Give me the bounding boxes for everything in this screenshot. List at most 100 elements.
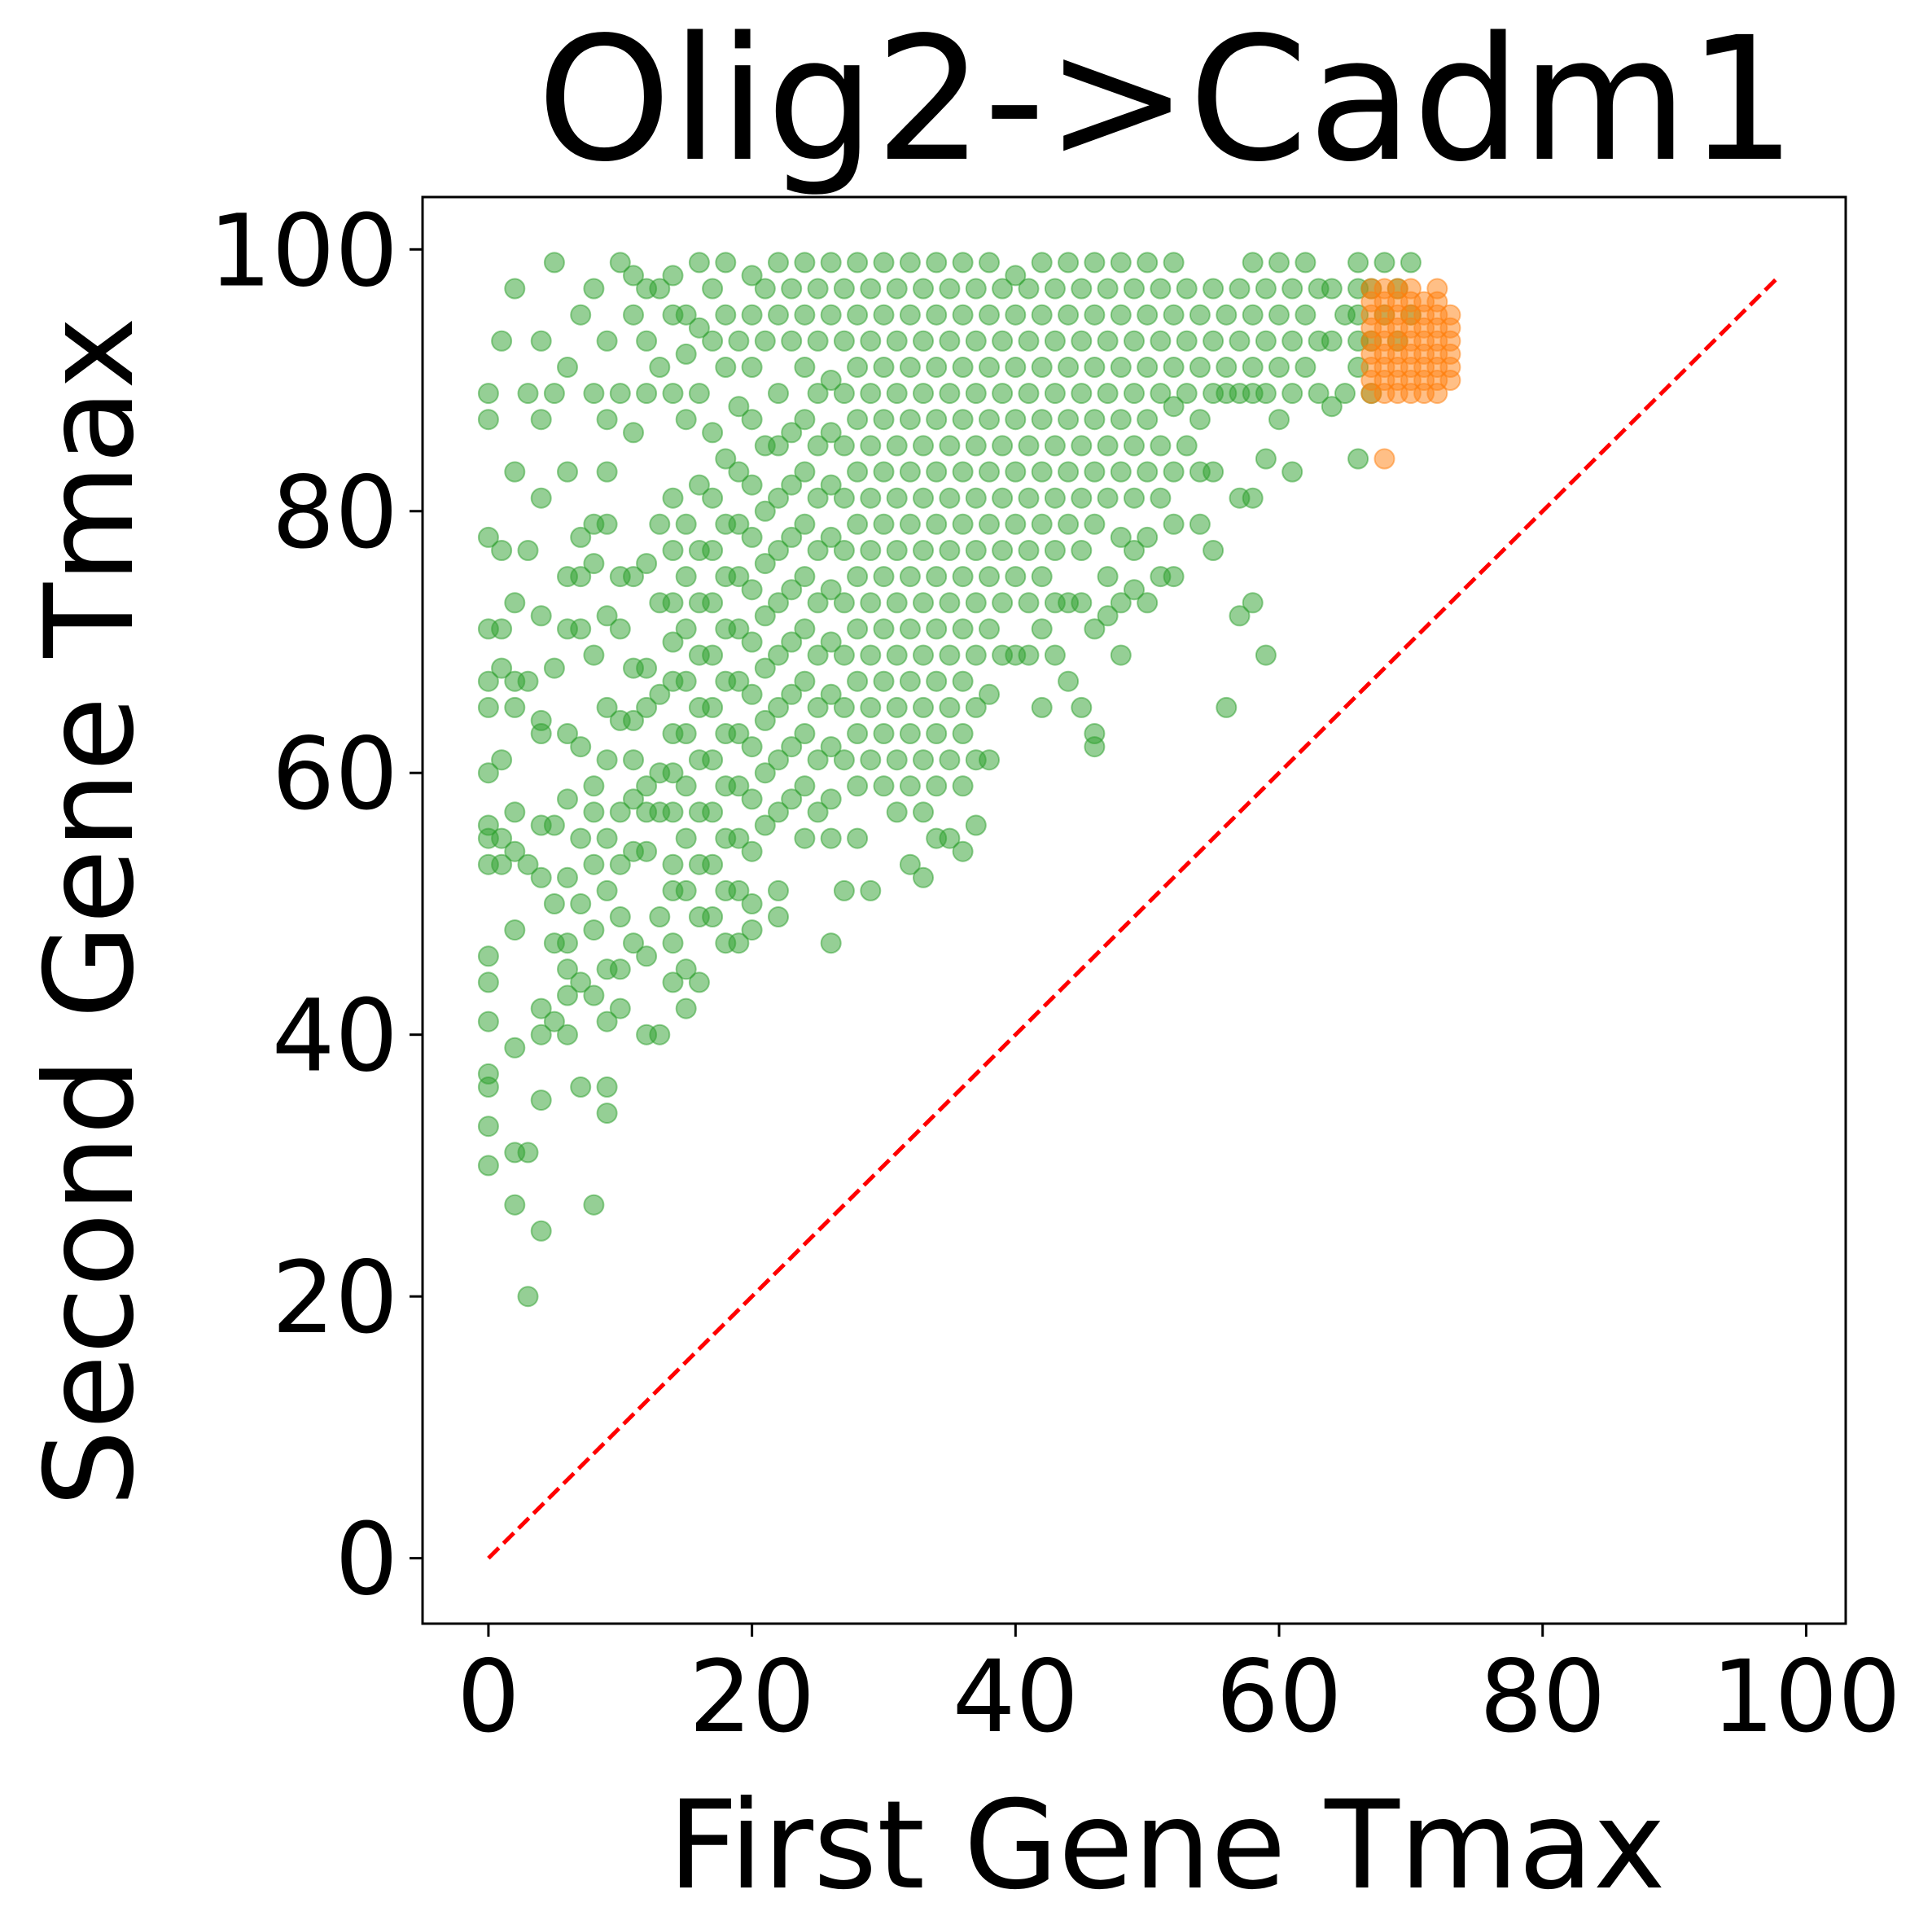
data-point [833,592,855,614]
y-tick-label: 0 [335,1502,398,1618]
data-point [504,1194,526,1216]
data-point [702,749,724,771]
data-point [1097,278,1119,300]
data-point [1005,409,1027,431]
data-point [1268,252,1290,274]
data-point [596,461,618,483]
data-point [1058,670,1080,692]
data-point [570,566,592,588]
data-point [952,252,974,274]
data-point [715,448,737,470]
data-point [899,409,921,431]
data-point [1124,487,1145,509]
data-point [662,265,684,287]
data-point [860,278,882,300]
data-point [543,383,565,405]
data-point [899,723,921,744]
data-point [833,278,855,300]
data-point [860,749,882,771]
y-tick-label: 60 [272,717,398,832]
data-point [1084,461,1106,483]
data-point [1005,304,1027,326]
data-point [899,461,921,483]
data-point [794,513,816,535]
data-point [702,278,724,300]
data-point [623,304,644,326]
data-point [662,540,684,561]
data-point [1018,435,1040,457]
data-point [702,487,724,509]
data-point [1124,383,1145,405]
data-point [636,657,658,679]
data-point [899,252,921,274]
data-point [952,513,974,535]
data-point [675,343,697,365]
data-point [1321,330,1343,352]
data-point [1005,513,1027,535]
data-point [675,775,697,797]
data-point [768,540,789,561]
data-point [1110,357,1132,378]
data-point [583,1194,605,1216]
data-point [992,278,1014,300]
data-point [543,657,565,679]
data-point [886,383,908,405]
data-point [557,461,578,483]
data-point [952,775,974,797]
data-point [1084,252,1106,274]
data-point [860,696,882,718]
data-point [860,435,882,457]
data-point [1150,487,1172,509]
data-point [583,801,605,823]
data-point [886,330,908,352]
data-point [1255,644,1277,666]
data-point [926,723,948,744]
data-point [847,461,869,483]
data-point [1124,435,1145,457]
data-point [820,736,842,758]
data-point [728,775,750,797]
data-point [741,265,763,287]
x-tick-label: 0 [457,1639,520,1755]
data-point [623,265,644,287]
data-point [847,670,869,692]
data-point [596,1011,618,1032]
data-point [886,487,908,509]
data-point [1373,448,1395,470]
data-point [860,644,882,666]
data-point [781,278,803,300]
data-point [807,696,829,718]
data-point [543,252,565,274]
data-point [781,526,803,548]
data-point [768,487,789,509]
data-point [768,749,789,771]
data-point [1084,357,1106,378]
data-point [530,487,552,509]
data-point [992,330,1014,352]
data-point [675,304,697,326]
data-point [886,644,908,666]
data-point [1018,540,1040,561]
data-point [992,540,1014,561]
data-point [926,357,948,378]
data-point [1005,357,1027,378]
data-point [1110,461,1132,483]
data-point [807,435,829,457]
data-point [939,592,961,614]
data-point [741,683,763,705]
data-point [1084,409,1106,431]
data-point [886,278,908,300]
data-point [623,422,644,444]
data-point [807,278,829,300]
data-point [899,513,921,535]
data-point [1110,409,1132,431]
data-point [649,357,671,378]
data-point [1058,513,1080,535]
data-point [662,971,684,993]
chart-title: Olig2->Cadm1 [537,0,1796,199]
data-point [833,644,855,666]
data-point [491,827,513,849]
data-point [833,330,855,352]
data-point [847,252,869,274]
data-point [939,696,961,718]
